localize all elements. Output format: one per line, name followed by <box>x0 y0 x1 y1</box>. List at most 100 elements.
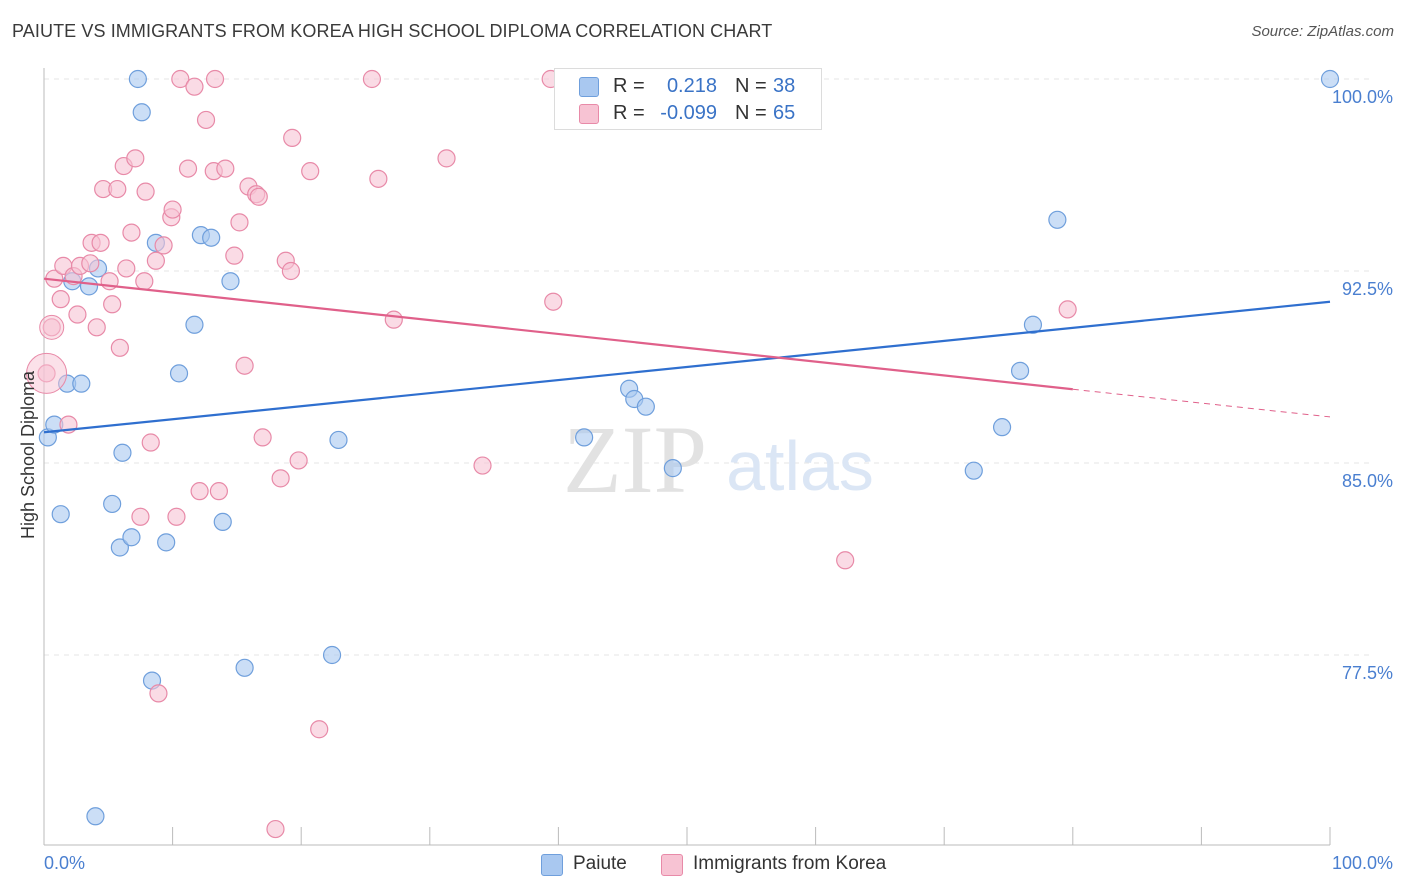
paiute-point <box>992 418 1012 437</box>
korea-point <box>167 507 186 526</box>
paiute-point <box>110 538 129 557</box>
n-value: 38 <box>773 75 796 97</box>
korea-point <box>51 290 70 309</box>
korea-point <box>135 272 154 291</box>
korea-point <box>205 69 225 89</box>
paiute-point <box>157 533 176 552</box>
korea-point <box>110 338 129 357</box>
trend-lines <box>43 277 1331 434</box>
korea-point <box>235 356 254 375</box>
korea-point <box>108 179 127 199</box>
korea-legend-swatch <box>661 854 683 876</box>
stats-row-paiute: R = 0.218 N = 38 <box>555 73 821 101</box>
korea-point <box>271 469 290 488</box>
korea-point <box>117 259 136 278</box>
korea-point <box>384 310 403 329</box>
paiute-trend-line <box>43 300 1331 434</box>
paiute-point <box>169 364 189 383</box>
source-label: Source: ZipAtlas.com <box>1251 23 1394 40</box>
paiute-point <box>72 374 91 393</box>
paiute-point <box>185 315 204 334</box>
korea-point <box>266 819 285 839</box>
r-value: -0.099 <box>660 102 717 124</box>
korea-point <box>225 246 244 265</box>
korea-point <box>253 428 272 447</box>
y-tick-label: 85.0% <box>1342 471 1393 491</box>
korea-point <box>362 69 382 89</box>
korea-point <box>91 233 110 252</box>
korea-point <box>39 314 65 340</box>
x-tick-label: 0.0% <box>44 853 85 873</box>
korea-point <box>437 149 456 168</box>
korea-point <box>68 305 87 324</box>
paiute-point <box>1320 69 1340 89</box>
korea-point <box>103 295 122 314</box>
paiute-point <box>132 103 151 122</box>
y-tick-label: 92.5% <box>1342 279 1393 299</box>
r-label: R = <box>613 75 645 97</box>
paiute-point <box>122 528 141 547</box>
watermark-atlas: atlas <box>726 427 874 505</box>
n-value: 65 <box>773 102 796 124</box>
korea-point <box>209 482 228 501</box>
stats-row-korea: R = -0.099 N = 65 <box>555 100 821 128</box>
korea-point <box>310 720 329 739</box>
paiute-point <box>964 461 983 480</box>
paiute-legend-swatch <box>541 854 563 876</box>
korea-point <box>146 251 165 270</box>
legend-label: Immigrants from Korea <box>693 853 887 874</box>
paiute-point <box>636 397 655 416</box>
series-legend: Paiute Immigrants from Korea <box>0 850 1406 880</box>
paiute-point <box>322 645 342 665</box>
korea-point <box>301 162 320 181</box>
korea-point <box>163 200 182 219</box>
korea-point <box>249 187 268 206</box>
paiute-point <box>575 428 594 447</box>
korea-point <box>122 223 141 242</box>
paiute-point <box>113 443 132 462</box>
korea-point <box>154 236 173 255</box>
paiute-point <box>1048 210 1067 229</box>
stats-legend: R = 0.218 N = 38 R = -0.099 N = 65 <box>554 68 822 130</box>
korea-point <box>230 213 249 232</box>
korea-point <box>26 352 68 394</box>
y-tick-label: 100.0% <box>1332 87 1393 107</box>
paiute-point <box>128 69 147 89</box>
gridlines <box>44 78 1370 656</box>
paiute-point <box>86 807 105 826</box>
paiute-point <box>79 277 99 296</box>
korea-point <box>836 551 855 570</box>
korea-point <box>126 149 145 168</box>
korea-point <box>196 110 216 130</box>
korea-point <box>283 128 302 147</box>
korea-point <box>141 433 160 452</box>
paiute-swatch <box>579 77 599 97</box>
korea-point <box>81 254 100 273</box>
r-value: 0.218 <box>666 75 717 97</box>
korea-point <box>289 451 308 470</box>
korea-trend-line <box>43 277 1073 391</box>
korea-point <box>87 318 106 337</box>
paiute-point <box>1023 315 1043 334</box>
paiute-point <box>213 512 232 531</box>
watermark: ZIP atlas <box>563 406 874 513</box>
korea-point <box>185 77 204 96</box>
n-label: N = <box>735 75 767 97</box>
korea-point <box>171 69 190 89</box>
r-label: R = <box>613 102 645 124</box>
legend-label: Paiute <box>573 853 627 874</box>
y-axis-label: High School Diploma <box>18 370 38 539</box>
chart-title: PAIUTE VS IMMIGRANTS FROM KOREA HIGH SCH… <box>12 21 773 41</box>
watermark-zip: ZIP <box>563 406 707 513</box>
tick-labels: 77.5% 85.0% 92.5% 100.0% 0.0% 100.0% <box>44 87 1393 873</box>
paiute-point <box>103 494 122 514</box>
paiute-point <box>235 658 254 677</box>
n-label: N = <box>735 102 767 124</box>
korea-trend-line-extension <box>1072 388 1331 418</box>
korea-point <box>149 684 168 703</box>
paiute-point <box>202 228 221 247</box>
korea-point <box>131 507 150 526</box>
korea-point <box>544 292 563 311</box>
y-tick-label: 77.5% <box>1342 663 1393 683</box>
korea-point <box>369 169 388 188</box>
